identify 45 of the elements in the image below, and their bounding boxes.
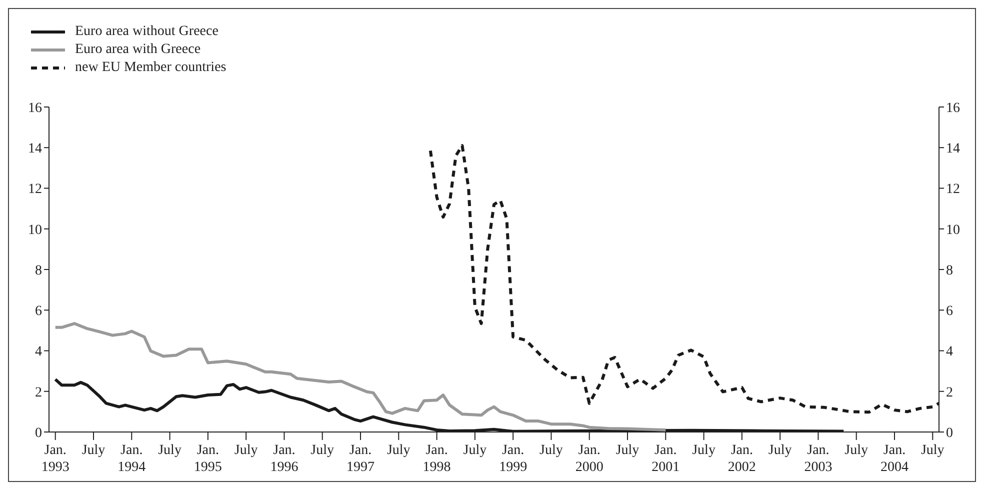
y-tick-label: 14 <box>28 142 42 157</box>
y2-tick-label: 14 <box>946 142 960 157</box>
y2-tick-label: 4 <box>946 344 953 360</box>
y-tick-label: 6 <box>35 304 42 320</box>
x-tick-label: Jan. 1993 <box>41 443 70 475</box>
x-tick-label: Jan. 1994 <box>118 443 146 475</box>
x-tick-label: Jan. 1996 <box>270 443 298 475</box>
x-tick-label: Jan. 1999 <box>499 443 528 475</box>
x-tick-label: Jan. 2001 <box>652 443 680 475</box>
y-tick-label: 4 <box>35 344 42 360</box>
x-tick-label: July <box>82 443 106 458</box>
y2-tick-label: 2 <box>946 385 953 400</box>
x-tick-label: July <box>844 443 868 458</box>
x-tick-label: July <box>692 443 716 458</box>
x-tick-label: Jan. 1997 <box>346 443 374 475</box>
x-tick-label: July <box>463 443 487 458</box>
x-tick-label: Jan. 2000 <box>575 443 604 475</box>
x-tick-label: Jan. 2003 <box>804 443 832 475</box>
legend-label: new EU Member countries <box>75 60 226 76</box>
y2-tick-label: 10 <box>946 222 960 238</box>
x-tick-label: July <box>616 443 640 458</box>
x-tick-label: July <box>386 443 410 458</box>
x-tick-label: Jan. 2002 <box>728 443 756 475</box>
y2-tick-label: 0 <box>946 426 953 441</box>
x-tick-label: Jan. 1998 <box>422 443 451 475</box>
y2-tick-label: 8 <box>946 263 953 278</box>
x-tick-label: July <box>158 443 182 458</box>
y-tick-label: 16 <box>28 100 42 116</box>
x-tick-label: Jan. 2004 <box>880 443 908 475</box>
legend-label: Euro area with Greece <box>75 42 201 58</box>
y-tick-label: 2 <box>35 385 42 400</box>
y2-tick-label: 12 <box>946 182 960 198</box>
y-tick-label: 0 <box>35 426 42 441</box>
x-tick-label: July <box>234 443 258 458</box>
x-tick-label: July <box>540 443 563 458</box>
x-tick-label: July <box>768 443 792 458</box>
x-tick-label: July <box>310 443 334 458</box>
y2-tick-label: 6 <box>946 304 953 320</box>
x-tick-label: Jan. 1995 <box>194 443 222 475</box>
y-tick-label: 12 <box>28 182 42 198</box>
y-tick-label: 10 <box>28 222 42 238</box>
x-tick-label: July <box>920 443 944 458</box>
y-tick-label: 8 <box>35 263 42 278</box>
y2-tick-label: 16 <box>946 100 960 116</box>
legend-label: Euro area without Greece <box>75 24 218 40</box>
